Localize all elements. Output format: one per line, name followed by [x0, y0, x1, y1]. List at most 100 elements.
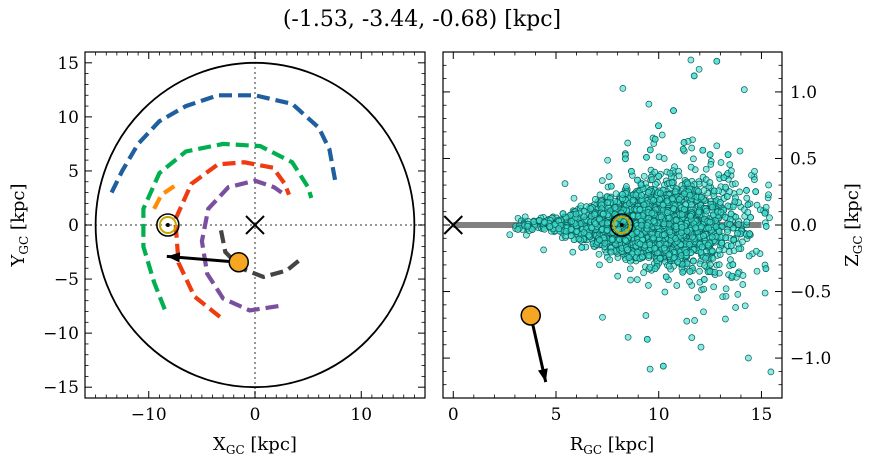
sample-star-point [744, 208, 752, 216]
sample-star-point [710, 187, 718, 195]
sample-star-point [762, 265, 770, 272]
sample-star-point [690, 257, 697, 265]
sample-star-point [666, 169, 674, 177]
sample-star-point [688, 334, 696, 341]
sample-star-point [724, 151, 732, 158]
sample-star-point [660, 231, 668, 239]
sample-star-point [648, 209, 656, 217]
sample-star-point [683, 317, 691, 325]
sample-star-point [604, 199, 612, 206]
sample-star-point [736, 188, 743, 196]
sample-star-point [688, 144, 696, 152]
sample-star-point [732, 180, 739, 188]
sample-star-point [646, 241, 654, 248]
sample-star-point [674, 258, 682, 266]
sun-marker-ring-rz [612, 216, 631, 234]
sample-star-point [643, 335, 651, 343]
sample-star-point [690, 72, 698, 80]
sample-star-point [652, 180, 659, 188]
right-y-tick-label: 0.0 [790, 216, 817, 236]
sample-star-point [599, 313, 606, 321]
sample-star-point [614, 272, 622, 280]
sample-star-point [734, 229, 741, 237]
spiral-arm-1 [109, 93, 338, 194]
sample-star-point [729, 261, 737, 268]
sample-star-point [728, 167, 735, 175]
sample-star-point [675, 196, 683, 203]
sample-star-point [577, 202, 585, 210]
sample-star-point [704, 241, 712, 249]
sample-star-point [596, 261, 603, 269]
sample-star-point [627, 276, 634, 284]
sample-star-point [643, 221, 651, 229]
sample-star-point [628, 167, 635, 175]
right-y-tick-label: −1.0 [790, 349, 831, 369]
sample-star-point [633, 276, 641, 283]
sample-star-point [624, 246, 631, 253]
sample-star-point [679, 145, 687, 153]
sample-star-point [718, 239, 726, 247]
sample-star-point [726, 161, 734, 168]
galaxy-boundary-circle [94, 61, 416, 389]
left-x-tick-label: 0 [250, 405, 261, 425]
sample-star-point [634, 212, 642, 220]
velocity-arrowhead-rz [537, 368, 548, 383]
sample-star-point [596, 215, 603, 223]
sample-star-point [572, 210, 580, 218]
sample-star-point [665, 262, 673, 270]
sample-star-point [600, 210, 607, 218]
sample-star-point [648, 176, 656, 183]
sample-star-point [686, 268, 694, 275]
left-plot-area [85, 52, 425, 398]
sample-star-point [762, 203, 770, 211]
sample-star-point [722, 285, 730, 293]
sun-marker-ring [158, 216, 177, 234]
sample-star-point [767, 368, 775, 376]
galactic-center-marker-rz [443, 215, 463, 235]
galactic-center-marker [245, 215, 265, 235]
sample-star-point [722, 292, 730, 300]
sample-stars [506, 56, 775, 376]
sample-star-point [663, 209, 671, 216]
sample-star-point [735, 221, 742, 228]
spiral-arm-2 [141, 141, 314, 311]
sample-star-point [751, 176, 758, 183]
sample-star-point [655, 241, 663, 248]
sample-star-point [612, 190, 620, 198]
sample-star-point [663, 197, 671, 205]
sample-star-point [622, 155, 629, 163]
sample-star-point [569, 248, 577, 256]
sample-star-point [745, 252, 753, 260]
sample-star-point [570, 194, 578, 202]
sample-star-point [601, 239, 609, 247]
sample-star-point [687, 163, 695, 171]
sample-star-point [686, 278, 693, 285]
sample-star-point [739, 238, 746, 246]
right-x-axis-label: RGC [kpc] [570, 434, 655, 457]
sample-star-point [640, 269, 647, 277]
sample-star-point [746, 230, 753, 237]
sample-star-point [747, 214, 754, 221]
sample-star-point [678, 223, 686, 231]
sample-star-point [761, 289, 769, 297]
sample-star-point [604, 156, 611, 164]
sample-star-point [662, 273, 670, 281]
sample-star-point [568, 217, 575, 225]
sample-star-point [683, 249, 690, 256]
sample-star-point [687, 212, 694, 220]
sample-star-point [700, 285, 708, 293]
right-x-tick-label: 5 [551, 405, 562, 425]
sample-star-point [514, 226, 522, 233]
sample-star-point [567, 232, 575, 240]
sample-star-point [656, 196, 663, 203]
sample-star-point [606, 256, 614, 264]
spiral-arm-3 [152, 184, 176, 210]
spiral-arm-6 [218, 229, 305, 280]
sample-star-point [710, 283, 718, 291]
sample-star-point [644, 189, 652, 196]
sample-star-point [607, 248, 615, 256]
sample-star-point [541, 218, 548, 226]
sample-star-point [715, 228, 723, 235]
sample-star-point [650, 234, 658, 242]
sample-star-point [765, 181, 772, 189]
